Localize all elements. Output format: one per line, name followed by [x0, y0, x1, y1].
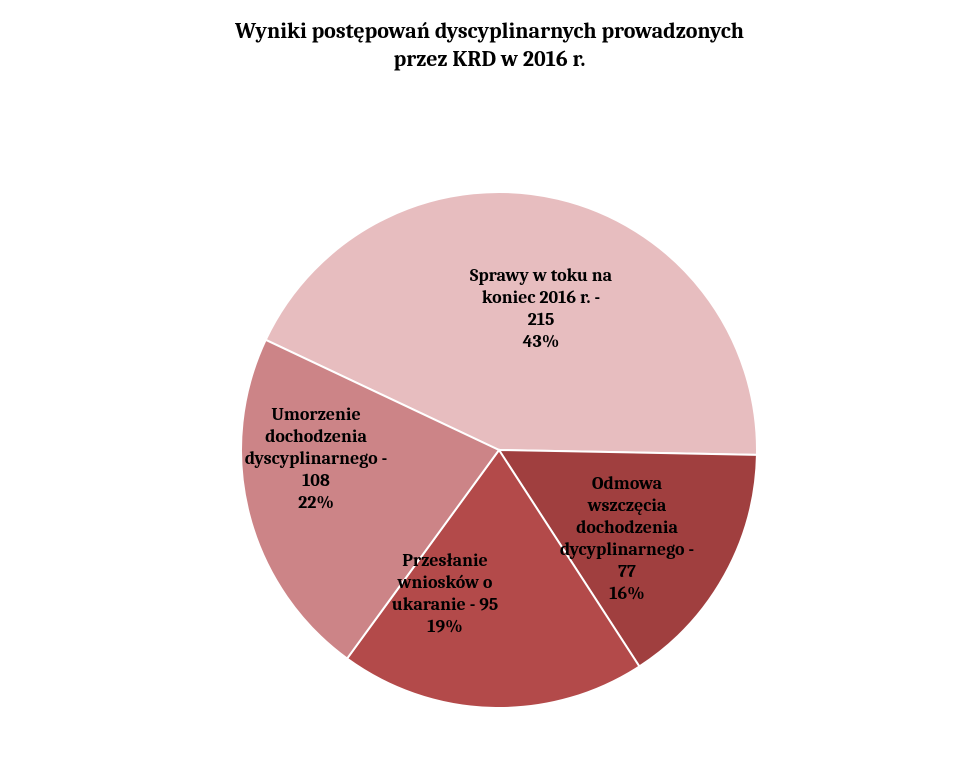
pie-label-line: dyscyplinarnego - — [245, 448, 387, 469]
pie-label-line: ukaranie - 95 — [392, 594, 498, 615]
pie-label-line: Przesłanie — [402, 550, 488, 571]
pie-label-line: 16% — [609, 583, 645, 604]
pie-label-line: Odmowa — [592, 473, 663, 494]
pie-label-line: 77 — [618, 561, 636, 582]
pie-label-line: dycyplinarnego - — [560, 539, 694, 560]
pie-label-line: 19% — [427, 616, 462, 637]
pie-label-line: Sprawy w toku na — [470, 265, 613, 286]
pie-label-line: wniosków o — [397, 572, 493, 593]
pie-chart-svg: Sprawy w toku nakoniec 2016 r. -21543% Od… — [0, 0, 979, 762]
pie-label-line: 22% — [298, 492, 334, 513]
pie-label-line: 108 — [302, 470, 330, 491]
pie-label-line: wszczęcia — [587, 495, 667, 516]
pie-chart-container: Wyniki postępowań dyscyplinarnych prowad… — [0, 0, 979, 762]
pie-label-line: koniec 2016 r. - — [482, 287, 600, 308]
pie-label-line: Umorzenie — [271, 404, 360, 425]
pie-label-line: 215 — [528, 309, 555, 330]
pie-label-line: dochodzenia — [576, 517, 678, 538]
pie-label-line: dochodzenia — [265, 426, 367, 447]
pie-label-line: 43% — [523, 331, 560, 352]
